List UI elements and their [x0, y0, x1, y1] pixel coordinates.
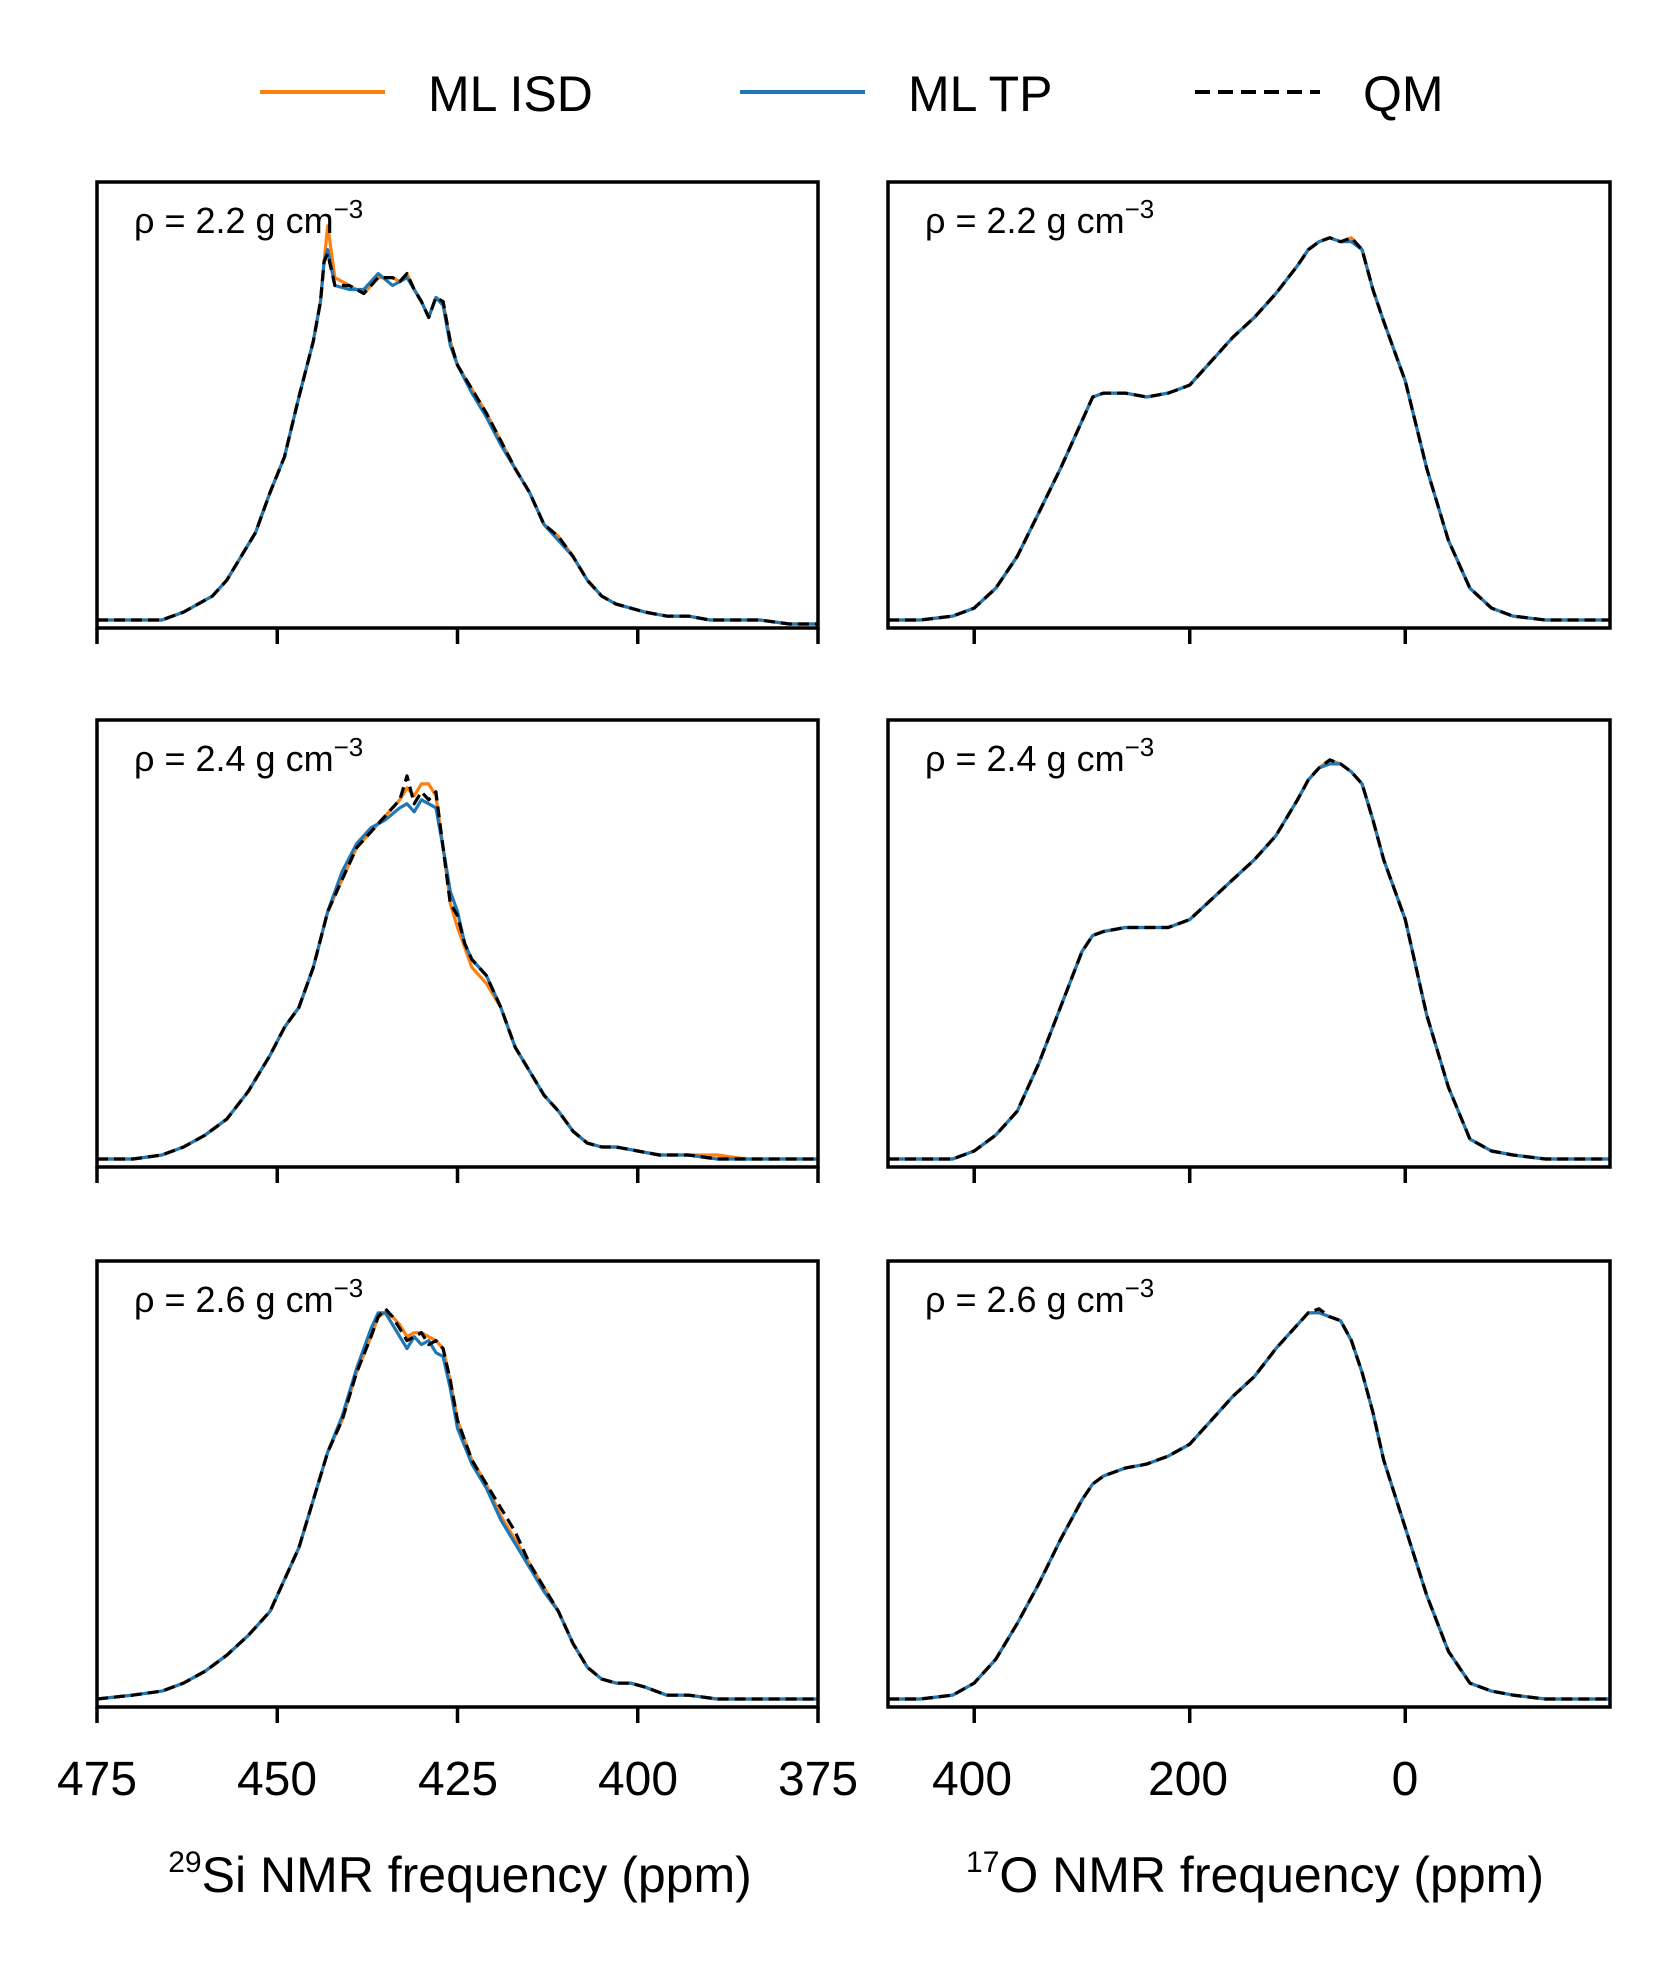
si-x-tick-labels: 475 450 425 400 375	[57, 1753, 858, 1806]
series-line-qm	[97, 252, 818, 626]
series-line-ml-tp	[97, 248, 818, 626]
density-label: ρ = 2.4 g cm−3	[925, 732, 1154, 779]
panel-frame	[95, 718, 820, 1169]
panel-29Si-rho-2.6: ρ = 2.6 g cm−3	[95, 1259, 820, 1723]
series-line-ml-isd	[888, 758, 1610, 1161]
series-line-ml-isd	[97, 224, 818, 626]
panel-frame	[886, 180, 1612, 630]
legend-label-qm: QM	[1363, 66, 1444, 122]
panel-29Si-rho-2.2: ρ = 2.2 g cm−3	[95, 180, 820, 644]
series-line-ml-isd	[97, 782, 818, 1161]
legend: ML ISD ML TP QM	[260, 66, 1444, 122]
density-label: ρ = 2.2 g cm−3	[925, 194, 1154, 241]
panel-frame	[95, 1259, 820, 1709]
o-x-tick-labels: 400 200 0	[932, 1753, 1418, 1806]
series-line-ml-tp	[888, 1311, 1610, 1701]
o-tick-label-0: 0	[1392, 1753, 1419, 1806]
legend-label-ml-tp: ML TP	[908, 66, 1052, 122]
si-tick-label-400: 400	[598, 1753, 678, 1806]
panel-17O-rho-2.2: ρ = 2.2 g cm−3	[886, 180, 1612, 644]
density-label: ρ = 2.4 g cm−3	[134, 732, 363, 779]
panel-frame	[886, 718, 1612, 1169]
panel-frame	[95, 180, 820, 630]
density-label: ρ = 2.6 g cm−3	[134, 1273, 363, 1320]
si-tick-label-425: 425	[418, 1753, 498, 1806]
density-label: ρ = 2.2 g cm−3	[134, 194, 363, 241]
o-x-axis-label: 17O NMR frequency (ppm)	[966, 1846, 1544, 1903]
si-tick-label-450: 450	[237, 1753, 317, 1806]
panel-29Si-rho-2.4: ρ = 2.4 g cm−3	[95, 718, 820, 1183]
panel-grid: ρ = 2.2 g cm−3 ρ = 2.2 g cm−3 ρ = 2.4 g cm…	[95, 180, 1612, 1723]
si-tick-label-375: 375	[778, 1753, 858, 1806]
series-line-ml-isd	[888, 236, 1610, 622]
series-line-qm	[97, 1307, 818, 1701]
panel-17O-rho-2.6: ρ = 2.6 g cm−3	[886, 1259, 1612, 1723]
series-line-ml-isd	[888, 1311, 1610, 1701]
series-line-ml-tp	[888, 236, 1610, 622]
series-line-qm	[97, 774, 818, 1161]
panel-frame	[886, 1259, 1612, 1709]
o-tick-label-200: 200	[1148, 1753, 1228, 1806]
si-tick-label-475: 475	[57, 1753, 137, 1806]
series-line-ml-isd	[97, 1311, 818, 1701]
o-tick-label-400: 400	[932, 1753, 1012, 1806]
panel-17O-rho-2.4: ρ = 2.4 g cm−3	[886, 718, 1612, 1183]
si-x-axis-label: 29Si NMR frequency (ppm)	[168, 1846, 752, 1903]
series-line-ml-tp	[888, 762, 1610, 1161]
density-label: ρ = 2.6 g cm−3	[925, 1273, 1154, 1320]
series-line-ml-tp	[97, 798, 818, 1161]
legend-label-ml-isd: ML ISD	[428, 66, 593, 122]
series-line-qm	[888, 758, 1610, 1161]
series-line-qm	[888, 236, 1610, 622]
series-line-qm	[888, 1307, 1610, 1701]
series-line-ml-tp	[97, 1311, 818, 1701]
